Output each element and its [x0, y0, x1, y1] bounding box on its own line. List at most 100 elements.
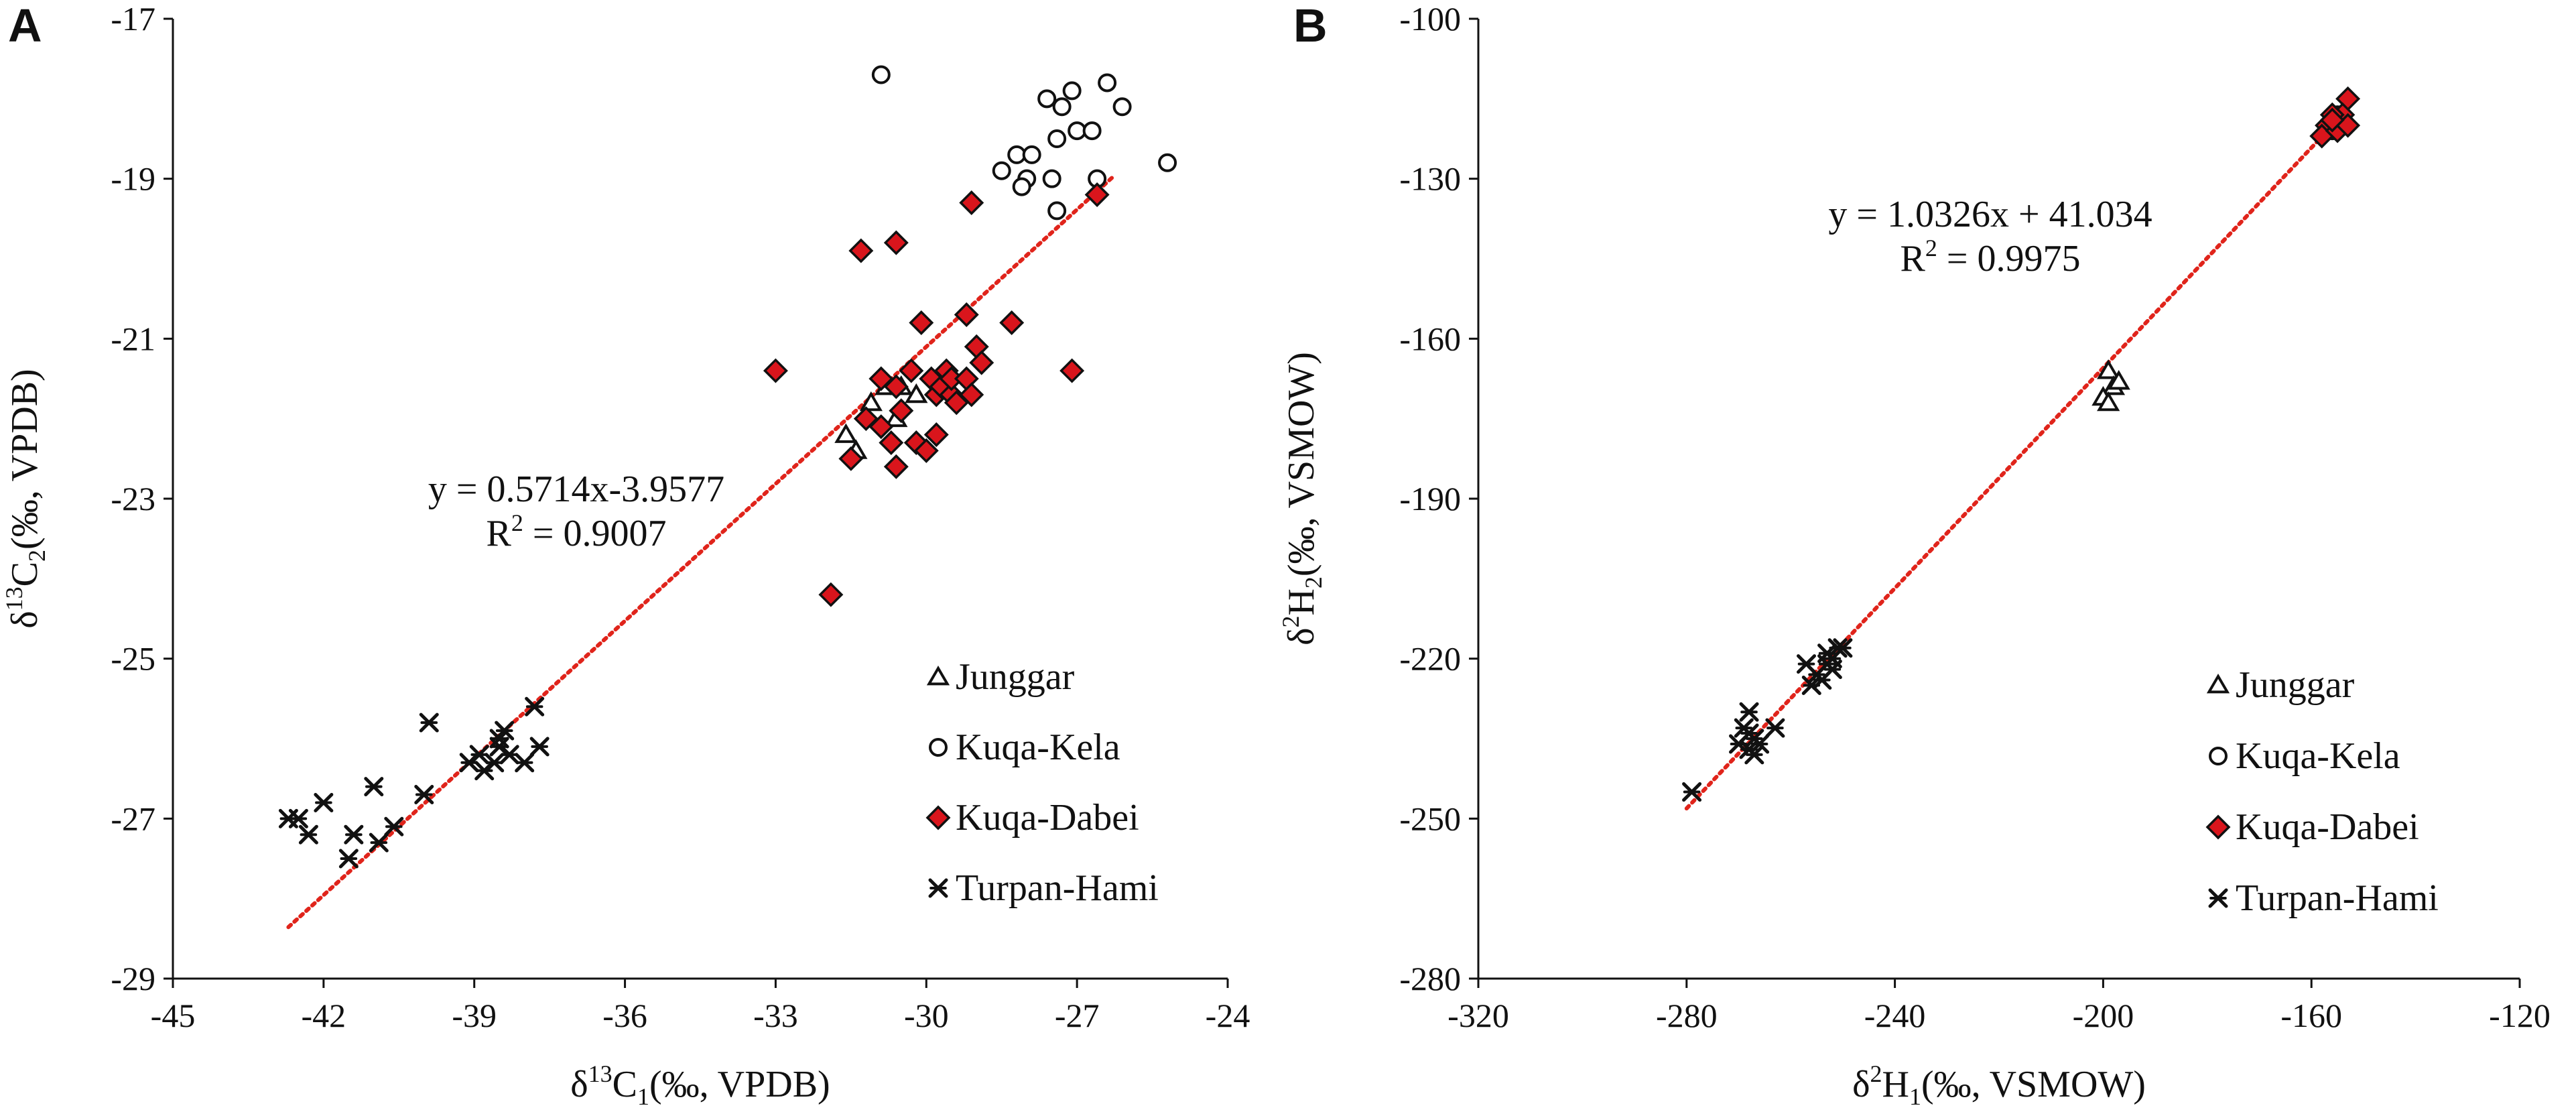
data-point: [1007, 145, 1027, 164]
panel-a: A -29 -27 -25 -23 -21 -19 -17 -45 -42 -39 -36 -33 -30…: [1, 0, 1250, 1110]
y-tick-label: -100: [1399, 0, 1461, 38]
data-point: [369, 832, 389, 853]
legend-label: Kuqa-Kela: [2236, 735, 2400, 777]
data-point: [419, 712, 439, 733]
legend-label: Junggar: [2236, 664, 2355, 706]
data-point: [1022, 145, 1041, 164]
y-tick-label: -29: [111, 960, 155, 997]
legend-marker: [929, 738, 948, 757]
data-point: [1744, 745, 1764, 765]
data-point: [959, 190, 984, 215]
y-tick-label: -25: [111, 640, 155, 678]
panel-b: B-280-250-220-190-160-130-100-320 -280 -24…: [1277, 0, 2551, 1110]
data-point: [495, 721, 515, 741]
data-point: [515, 753, 535, 773]
data-point: [879, 430, 904, 455]
data-point: [871, 65, 891, 84]
y-tick-label: -250: [1399, 800, 1461, 837]
x-tick-label: -280: [1656, 997, 1718, 1034]
panel-letter: B: [1293, 0, 1328, 52]
data-point: [1062, 81, 1082, 101]
data-point: [834, 423, 858, 443]
data-point: [883, 374, 909, 399]
data-point: [923, 422, 949, 448]
panel-letter: A: [8, 0, 42, 52]
data-point: [1059, 358, 1085, 383]
legend-marker: [926, 666, 950, 686]
data-point: [525, 696, 545, 717]
x-tick-label: -30: [904, 997, 949, 1034]
y-axis-title: δ13C2(‰, VPDB): [1, 369, 50, 628]
data-point: [1047, 201, 1067, 221]
series-turpan-hami: [278, 696, 550, 869]
data-point: [1739, 702, 1759, 722]
data-point: [763, 358, 788, 383]
data-point: [889, 398, 914, 424]
regression-equation: y = 0.5714x-3.9577: [428, 469, 724, 510]
data-point: [2097, 391, 2120, 412]
y-tick-label: -21: [111, 320, 155, 357]
series-kuqa-dabei: [763, 182, 1110, 607]
y-tick-label: -190: [1399, 480, 1461, 517]
data-point: [969, 350, 994, 375]
legend-label: Kuqa-Dabei: [2236, 806, 2419, 848]
data-point: [469, 745, 489, 765]
r-squared: R2 = 0.9007: [487, 509, 667, 554]
legend-label: Turpan-Hami: [956, 867, 1159, 909]
data-point: [1082, 121, 1102, 141]
data-point: [1833, 638, 1853, 658]
trendline: [286, 175, 1114, 930]
data-point: [2107, 370, 2130, 390]
x-tick-label: -45: [151, 997, 196, 1034]
data-point: [909, 310, 934, 335]
x-tick-label: -240: [1864, 997, 1926, 1034]
y-tick-label: -280: [1399, 960, 1461, 997]
legend-label: Turpan-Hami: [2236, 877, 2439, 919]
data-point: [999, 310, 1025, 335]
x-tick-label: -200: [2073, 997, 2134, 1034]
data-point: [1052, 97, 1072, 117]
data-point: [489, 737, 509, 757]
data-point: [1068, 121, 1087, 141]
data-point: [1765, 718, 1785, 738]
data-point: [818, 582, 844, 607]
x-tick-label: -120: [2489, 997, 2551, 1034]
data-point: [2319, 107, 2345, 133]
data-point: [859, 391, 883, 412]
x-tick-label: -27: [1055, 997, 1100, 1034]
data-point: [338, 849, 359, 869]
y-axis-title: δ2H2(‰, VSMOW): [1277, 352, 1327, 645]
x-tick-label: -42: [302, 997, 346, 1034]
legend-label: Kuqa-Kela: [956, 727, 1120, 768]
x-axis-title: δ13C1(‰, VPDB): [570, 1060, 830, 1110]
legend: Junggar Kuqa-Kela Kuqa-Dabei Turpan-Hami: [2205, 664, 2439, 919]
r-squared: R2 = 0.9975: [1901, 235, 2081, 280]
data-point: [954, 302, 979, 328]
y-tick-label: -220: [1399, 640, 1461, 678]
series-turpan-hami: [1682, 638, 1853, 802]
data-point: [992, 161, 1011, 180]
series-kuqa-dabei: [2309, 86, 2361, 149]
x-tick-label: -39: [452, 997, 497, 1034]
data-point: [883, 230, 909, 255]
data-point: [1682, 782, 1702, 802]
data-point: [1047, 129, 1067, 148]
y-tick-label: -130: [1399, 160, 1461, 198]
legend-marker: [928, 878, 948, 898]
data-point: [913, 438, 939, 463]
legend-label: Junggar: [956, 656, 1075, 698]
regression-equation: y = 1.0326x + 41.034: [1828, 194, 2152, 235]
x-axis-title: δ2H1(‰, VSMOW): [1852, 1060, 2146, 1110]
data-point: [1037, 89, 1057, 109]
data-point: [1042, 169, 1061, 188]
data-point: [883, 454, 909, 479]
data-point: [848, 238, 874, 263]
y-tick-label: -160: [1399, 320, 1461, 357]
x-tick-label: -24: [1206, 997, 1250, 1034]
data-point: [2097, 359, 2120, 379]
data-point: [485, 753, 505, 773]
legend: Junggar Kuqa-Kela Kuqa-Dabei Turpan-Hami: [925, 656, 1159, 909]
x-tick-label: -160: [2280, 997, 2342, 1034]
y-tick-label: -19: [111, 160, 155, 198]
